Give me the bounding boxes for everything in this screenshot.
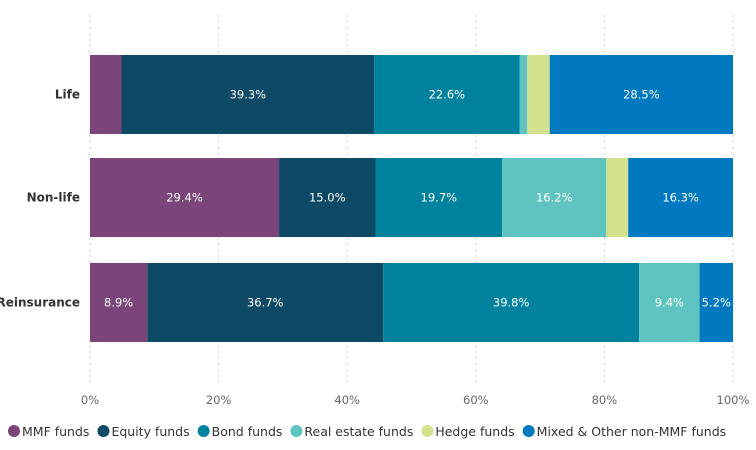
legend-marker-icon — [522, 425, 535, 437]
bar-segment — [519, 55, 528, 134]
data-label: 39.3% — [230, 88, 267, 102]
bar-segment — [639, 263, 700, 342]
data-label: 9.4% — [655, 296, 684, 310]
bar-segment — [121, 55, 375, 134]
legend-marker-icon — [290, 425, 303, 437]
data-label: 29.4% — [166, 191, 203, 205]
legend-item: Bond funds — [212, 424, 283, 439]
x-tick-label: 40% — [334, 393, 360, 407]
legend-marker-icon — [421, 425, 434, 437]
data-label: 15.0% — [309, 191, 346, 205]
legend-item: MMF funds — [22, 424, 89, 439]
bar-segment — [374, 55, 520, 134]
legend-marker-icon — [8, 425, 20, 437]
data-label: 16.2% — [536, 191, 573, 205]
data-label: 39.8% — [493, 296, 530, 310]
bar-segment — [502, 158, 607, 237]
bar-segment — [90, 263, 148, 342]
bar-segment — [628, 158, 733, 237]
x-tick-label: 20% — [206, 393, 232, 407]
data-label: 5.2% — [702, 296, 731, 310]
legend-marker-icon — [197, 425, 210, 437]
x-tick-label: 100% — [717, 393, 750, 407]
bar-segment — [90, 158, 280, 237]
legend-item: Real estate funds — [304, 424, 413, 439]
x-tick-label: 60% — [463, 393, 489, 407]
legend-item: Equity funds — [111, 424, 189, 439]
data-label: 19.7% — [421, 191, 458, 205]
legend-item: Mixed & Other non-MMF funds — [537, 424, 726, 439]
category-label: Reinsurance — [0, 296, 80, 310]
data-label: 36.7% — [247, 296, 284, 310]
data-label: 16.3% — [662, 191, 699, 205]
data-label: 8.9% — [104, 296, 133, 310]
bar-segment — [549, 55, 733, 134]
data-label: 28.5% — [623, 88, 660, 102]
bar-segment — [147, 263, 384, 342]
x-tick-label: 80% — [592, 393, 618, 407]
bar-segment — [606, 158, 629, 237]
legend-item: Hedge funds — [435, 424, 514, 439]
legend-marker-icon — [97, 425, 110, 437]
bar-segment — [375, 158, 503, 237]
bar-segment — [699, 263, 733, 342]
bar-segment — [527, 55, 550, 134]
x-tick-label: 0% — [81, 393, 99, 407]
bar-segment — [279, 158, 376, 237]
bar-segment — [90, 55, 122, 134]
data-label: 22.6% — [429, 88, 466, 102]
category-label: Life — [55, 88, 80, 102]
category-label: Non-life — [27, 191, 80, 205]
bar-segment — [383, 263, 640, 342]
